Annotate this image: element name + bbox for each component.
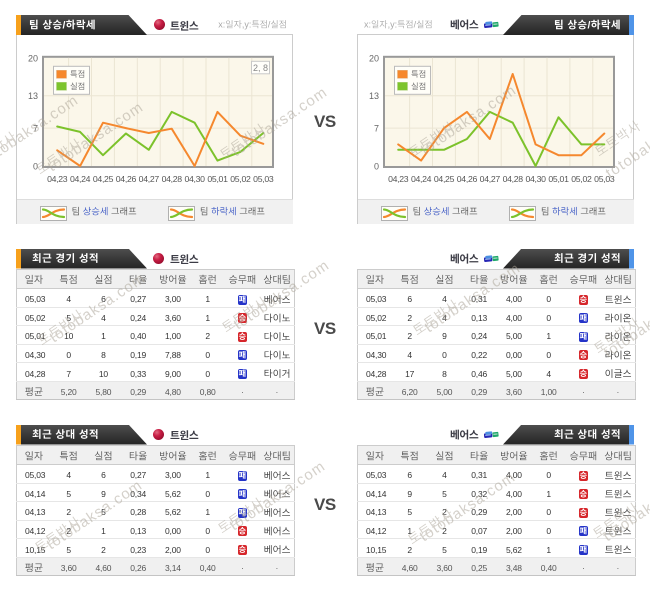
svg-text:04,26: 04,26 — [457, 174, 478, 184]
svg-text:05,02: 05,02 — [571, 174, 592, 184]
svg-text:04,30: 04,30 — [184, 174, 205, 184]
svg-text:05,03: 05,03 — [253, 174, 274, 184]
svg-text:04,27: 04,27 — [139, 174, 160, 184]
svg-text:/: / — [268, 20, 271, 30]
svg-text:04,26: 04,26 — [116, 174, 137, 184]
svg-text:04,25: 04,25 — [93, 174, 114, 184]
svg-text:/: / — [414, 20, 417, 30]
svg-text:x:: x: — [364, 20, 371, 30]
svg-text:04,27: 04,27 — [480, 174, 501, 184]
svg-text:04,28: 04,28 — [503, 174, 524, 184]
svg-text:04,24: 04,24 — [411, 174, 432, 184]
svg-text:04,30: 04,30 — [525, 174, 546, 184]
svg-text:20: 20 — [369, 53, 379, 63]
svg-text:x:: x: — [218, 20, 225, 30]
svg-text:04,28: 04,28 — [162, 174, 183, 184]
svg-text:05,03: 05,03 — [594, 174, 615, 184]
svg-text:04,24: 04,24 — [70, 174, 91, 184]
svg-text:0: 0 — [33, 162, 38, 172]
svg-text:13: 13 — [369, 91, 379, 101]
svg-text:7: 7 — [33, 124, 38, 134]
svg-text:04,25: 04,25 — [434, 174, 455, 184]
svg-text:,y:: ,y: — [388, 20, 398, 30]
svg-text:05,01: 05,01 — [207, 174, 228, 184]
svg-text:05,01: 05,01 — [548, 174, 569, 184]
svg-text:13: 13 — [28, 91, 38, 101]
svg-text:05,02: 05,02 — [230, 174, 251, 184]
svg-text:20: 20 — [28, 53, 38, 63]
svg-text:04,23: 04,23 — [388, 174, 409, 184]
svg-text:2, 8: 2, 8 — [253, 63, 268, 73]
svg-text:7: 7 — [374, 124, 379, 134]
svg-text:,y:: ,y: — [242, 20, 252, 30]
svg-text:0: 0 — [374, 162, 379, 172]
svg-text:04,23: 04,23 — [47, 174, 68, 184]
